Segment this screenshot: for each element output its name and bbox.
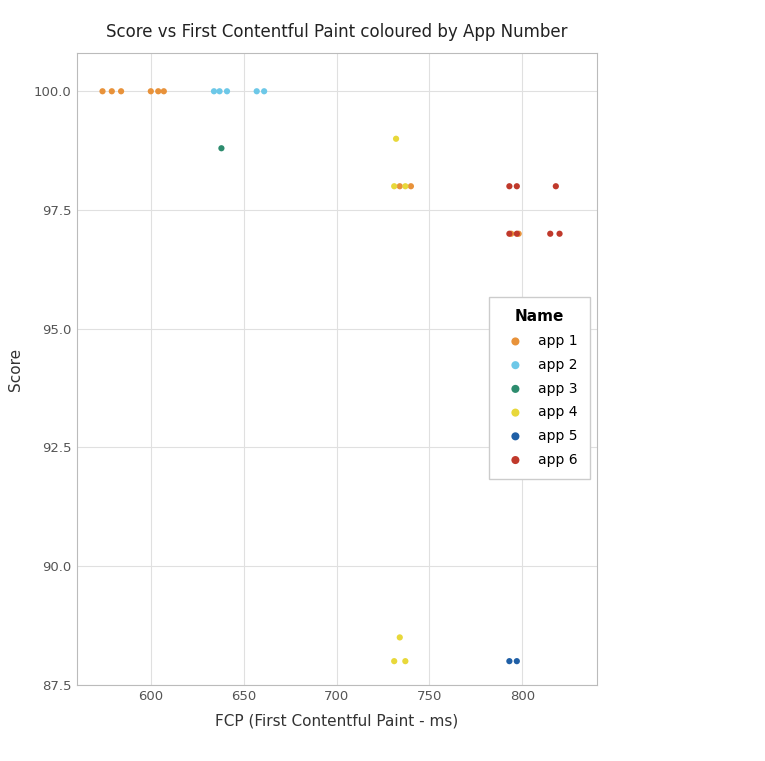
app 1 xyxy=(152,85,164,97)
app 1 xyxy=(513,228,525,240)
app 4 xyxy=(394,632,406,644)
app 6 xyxy=(511,228,523,240)
app 6 xyxy=(553,228,565,240)
Legend: app 1, app 2, app 3, app 4, app 5, app 6: app 1, app 2, app 3, app 4, app 5, app 6 xyxy=(489,297,590,479)
app 4 xyxy=(399,180,412,193)
app 1 xyxy=(115,85,127,97)
app 4 xyxy=(388,655,400,667)
app 1 xyxy=(158,85,170,97)
app 1 xyxy=(394,180,406,193)
app 6 xyxy=(544,228,556,240)
Y-axis label: Score: Score xyxy=(8,348,23,390)
app 2 xyxy=(258,85,270,97)
app 6 xyxy=(503,228,516,240)
app 3 xyxy=(215,142,227,154)
app 2 xyxy=(213,85,226,97)
app 2 xyxy=(251,85,263,97)
app 6 xyxy=(550,180,562,193)
app 4 xyxy=(399,655,412,667)
Title: Score vs First Contentful Paint coloured by App Number: Score vs First Contentful Paint coloured… xyxy=(106,23,568,40)
app 1 xyxy=(505,228,517,240)
app 5 xyxy=(503,655,516,667)
app 4 xyxy=(390,132,402,145)
app 5 xyxy=(511,655,523,667)
app 4 xyxy=(388,180,400,193)
app 6 xyxy=(503,180,516,193)
app 2 xyxy=(221,85,233,97)
app 1 xyxy=(405,180,417,193)
app 1 xyxy=(145,85,157,97)
app 2 xyxy=(208,85,220,97)
app 6 xyxy=(511,180,523,193)
X-axis label: FCP (First Contentful Paint - ms): FCP (First Contentful Paint - ms) xyxy=(215,714,458,729)
app 1 xyxy=(96,85,109,97)
app 1 xyxy=(106,85,118,97)
